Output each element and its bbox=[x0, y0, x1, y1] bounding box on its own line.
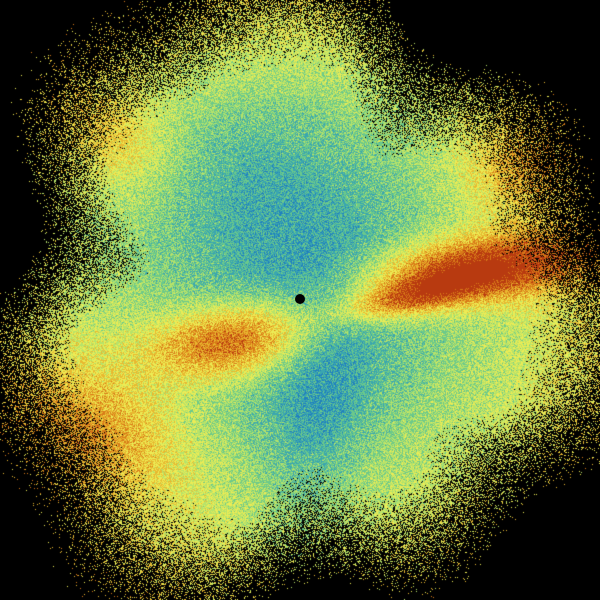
radar-site-marker bbox=[295, 294, 305, 304]
